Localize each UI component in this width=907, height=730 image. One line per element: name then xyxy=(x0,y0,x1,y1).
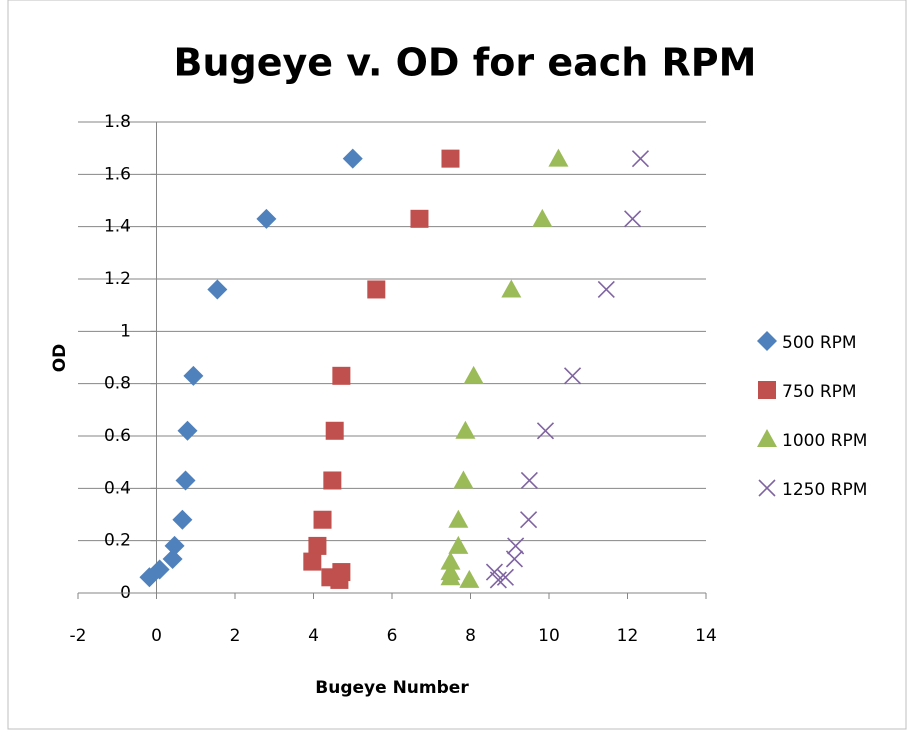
marker-square xyxy=(308,536,327,555)
marker-triangle xyxy=(501,279,522,298)
marker-square xyxy=(410,209,429,228)
marker-triangle xyxy=(440,567,461,586)
x-tick-label: 0 xyxy=(151,626,162,646)
legend-label: 750 RPM xyxy=(782,382,857,402)
marker-diamond xyxy=(172,509,193,530)
x-tick-label: 8 xyxy=(465,626,476,646)
y-tick-label: 1.4 xyxy=(104,217,131,237)
marker-diamond xyxy=(139,567,160,588)
legend-label: 1000 RPM xyxy=(782,431,867,451)
marker-x xyxy=(597,280,615,299)
marker-triangle xyxy=(440,551,461,570)
marker-x xyxy=(624,210,642,228)
legend-label: 1250 RPM xyxy=(782,480,867,500)
marker-square xyxy=(330,570,349,589)
marker-square xyxy=(325,421,344,440)
legend-label: 500 RPM xyxy=(782,333,857,353)
x-tick-label: 10 xyxy=(538,626,560,646)
y-tick-label: 0.4 xyxy=(104,478,131,498)
marker-diamond xyxy=(177,420,198,441)
y-tick-label: 0.8 xyxy=(104,374,131,394)
marker-x xyxy=(520,471,538,490)
y-tick-label: 1.6 xyxy=(104,164,131,184)
marker-triangle xyxy=(448,509,469,528)
marker-diamond xyxy=(256,208,277,229)
marker-square xyxy=(367,280,386,299)
marker-x xyxy=(536,422,555,440)
x-tick-label: 4 xyxy=(308,626,319,646)
y-tick-label: 0.2 xyxy=(104,531,131,551)
marker-triangle xyxy=(757,429,777,447)
marker-triangle xyxy=(463,365,484,384)
marker-triangle xyxy=(548,148,569,167)
y-tick-label: 1.8 xyxy=(104,112,131,132)
marker-diamond xyxy=(175,470,196,491)
marker-square xyxy=(313,510,332,529)
marker-triangle xyxy=(453,470,474,489)
marker-square xyxy=(332,366,351,385)
marker-triangle xyxy=(455,420,476,439)
marker-x xyxy=(563,367,582,385)
marker-x xyxy=(489,571,507,589)
marker-x xyxy=(505,550,524,568)
y-axis-title: OD xyxy=(50,344,70,373)
chart-title: Bugeye v. OD for each RPM xyxy=(174,41,757,85)
marker-square xyxy=(441,149,460,168)
marker-triangle xyxy=(448,535,469,554)
marker-x xyxy=(520,511,538,529)
marker-triangle xyxy=(532,208,553,227)
marker-square xyxy=(303,552,322,571)
x-tick-label: -2 xyxy=(70,626,87,646)
x-tick-label: 2 xyxy=(230,626,241,646)
marker-diamond xyxy=(207,279,228,300)
marker-square xyxy=(323,471,342,490)
marker-diamond xyxy=(757,331,777,351)
x-axis-title: Bugeye Number xyxy=(315,678,469,698)
x-tick-label: 6 xyxy=(387,626,398,646)
marker-diamond xyxy=(162,548,183,569)
marker-diamond xyxy=(183,365,204,386)
marker-x xyxy=(507,537,525,555)
marker-diamond xyxy=(164,535,185,556)
marker-x xyxy=(758,479,776,497)
marker-diamond xyxy=(342,148,363,169)
x-tick-label: 14 xyxy=(695,626,717,646)
y-tick-label: 1.2 xyxy=(104,269,131,289)
x-tick-label: 12 xyxy=(617,626,639,646)
chart-frame xyxy=(7,0,907,730)
marker-x xyxy=(631,150,650,168)
marker-square xyxy=(758,381,776,399)
y-tick-label: 0.6 xyxy=(104,426,131,446)
marker-triangle xyxy=(459,569,480,588)
y-tick-label: 1 xyxy=(120,321,131,341)
